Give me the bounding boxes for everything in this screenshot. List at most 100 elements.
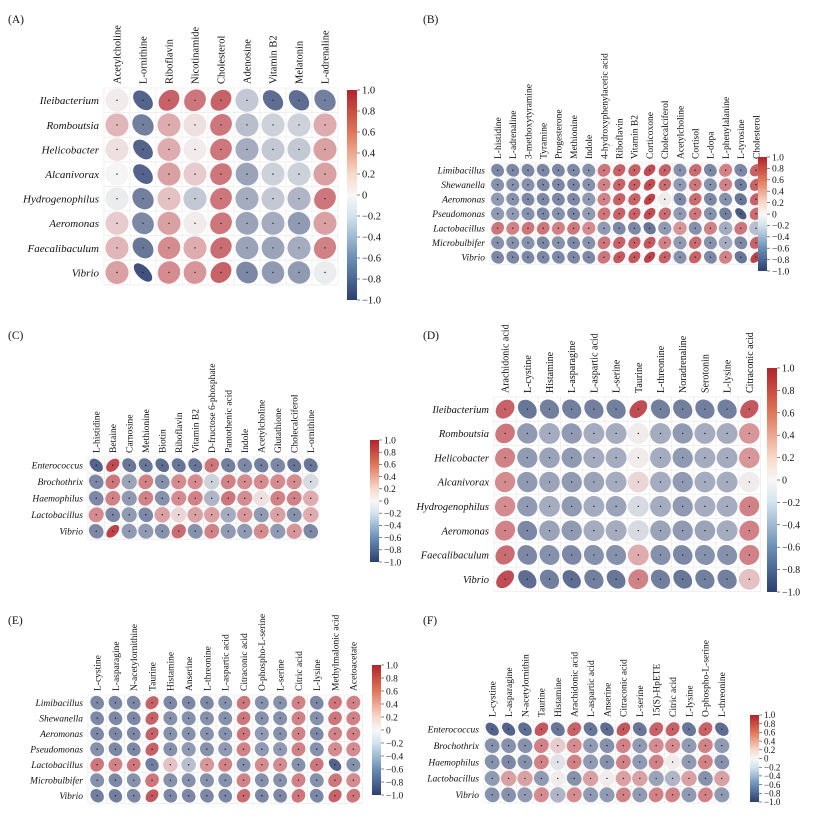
column-label: Acetylcholine [258, 400, 268, 453]
significance-dot [178, 530, 180, 532]
significance-dot [279, 717, 281, 719]
significance-dot [593, 408, 595, 410]
panel-label: (D) [423, 330, 439, 342]
significance-dot [244, 481, 246, 483]
significance-dot [603, 256, 605, 258]
significance-dot [648, 198, 651, 200]
significance-dot [622, 728, 625, 730]
significance-dot [709, 213, 712, 215]
significance-dot [593, 432, 595, 435]
significance-dot [260, 481, 262, 483]
significance-dot [615, 481, 617, 483]
row-label: Enterococcus [31, 462, 84, 472]
colorbar-tick-label: −0.4 [782, 520, 800, 531]
significance-dot [557, 256, 560, 258]
colorbar-tick-label: 0.8 [384, 449, 396, 459]
row-label: Vibrio [463, 575, 489, 586]
column-label: Histamine [167, 652, 177, 691]
significance-dot [168, 247, 170, 249]
significance-dot [116, 271, 118, 274]
significance-dot [194, 99, 196, 102]
significance-dot [114, 717, 117, 719]
significance-dot [748, 554, 750, 556]
significance-dot [507, 794, 510, 796]
column-label: Indole [585, 135, 595, 159]
significance-dot [133, 733, 135, 735]
significance-dot [260, 514, 262, 516]
significance-dot [246, 124, 248, 126]
significance-dot [526, 554, 528, 556]
colorbar-tick-label: −1.0 [782, 588, 800, 599]
significance-dot [261, 702, 263, 704]
significance-dot [491, 761, 493, 763]
significance-dot [748, 505, 750, 508]
significance-dot [755, 242, 757, 244]
significance-dot [168, 99, 170, 102]
significance-dot [593, 578, 595, 580]
significance-dot [220, 271, 222, 274]
significance-dot [542, 198, 544, 200]
significance-dot [316, 764, 318, 766]
significance-dot [748, 457, 750, 459]
colorbar-tick-label: −1.0 [362, 296, 381, 307]
column-label: Riboflavin [165, 38, 176, 84]
significance-dot [606, 777, 608, 780]
significance-dot [606, 761, 608, 763]
significance-dot [114, 764, 117, 766]
significance-dot [603, 198, 605, 200]
significance-dot [168, 222, 170, 224]
colorbar-tick-label: 1.0 [782, 364, 795, 375]
significance-dot [527, 169, 529, 171]
colorbar-tick-label: −0.4 [764, 771, 781, 781]
colorbar-tick-label: −0.2 [772, 222, 789, 232]
significance-dot [227, 530, 229, 532]
significance-dot [593, 505, 595, 508]
significance-dot [526, 578, 528, 580]
significance-dot [168, 148, 170, 151]
column-label: Pantothenic acid [225, 390, 235, 453]
significance-dot [293, 464, 295, 466]
panel-c: (C) L-histidine Betaine Carnosine Methionine… [8, 330, 401, 568]
significance-dot [112, 481, 114, 483]
significance-dot [527, 227, 529, 229]
significance-dot [194, 173, 196, 175]
column-label: Tyramine [540, 123, 550, 159]
significance-dot [637, 529, 639, 532]
column-label: L-serine [636, 685, 646, 717]
significance-dot [261, 748, 263, 750]
significance-dot [277, 464, 279, 466]
significance-dot [324, 124, 326, 126]
column-label: Anserine [185, 657, 195, 691]
significance-dot [178, 464, 180, 466]
significance-dot [194, 464, 196, 466]
significance-dot [220, 173, 222, 175]
significance-dot [755, 227, 757, 229]
significance-dot [272, 271, 274, 274]
column-label: Cholesterol [752, 115, 762, 159]
significance-dot [504, 529, 506, 532]
significance-dot [491, 777, 493, 780]
significance-dot [740, 242, 742, 244]
significance-dot [639, 728, 641, 730]
row-label: Aeromonas [441, 196, 485, 206]
significance-dot [694, 198, 696, 200]
significance-dot [297, 702, 300, 704]
significance-dot [618, 256, 620, 258]
colorbar-tick-label: 0.6 [386, 687, 398, 697]
significance-dot [655, 744, 657, 747]
significance-dot [316, 779, 318, 781]
significance-dot [688, 744, 690, 747]
significance-dot [496, 227, 499, 229]
row-label: Romboutsia [45, 120, 99, 132]
significance-dot [161, 514, 163, 516]
significance-dot [169, 702, 172, 704]
colorbar-tick-label: 0.6 [772, 176, 784, 186]
significance-dot [548, 432, 551, 435]
significance-dot [655, 794, 657, 796]
significance-dot [178, 481, 180, 483]
significance-dot [324, 198, 326, 200]
row-label: Vibrio [59, 528, 83, 538]
significance-dot [133, 764, 135, 766]
significance-dot [589, 761, 592, 763]
column-label: Vitamin B2 [631, 115, 641, 159]
